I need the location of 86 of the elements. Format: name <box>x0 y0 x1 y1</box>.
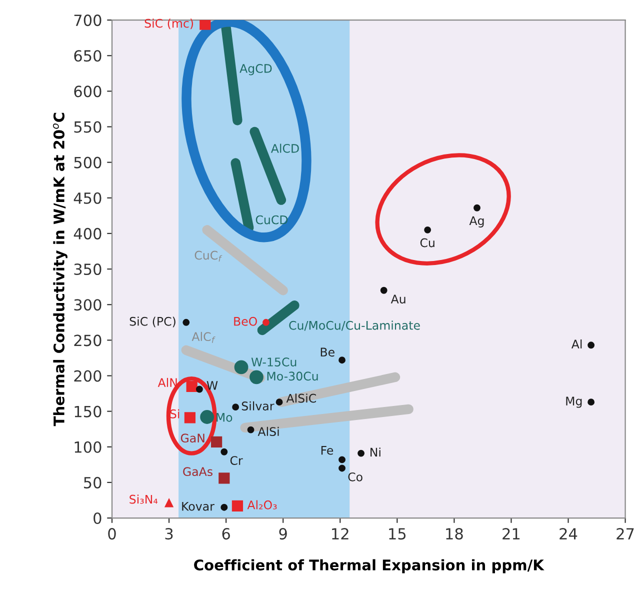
point <box>200 20 211 30</box>
point <box>232 404 240 411</box>
point <box>247 426 254 434</box>
point <box>358 450 365 457</box>
series-label: Mo <box>216 413 232 422</box>
y-tick-label: 500 <box>74 156 102 168</box>
point <box>182 318 190 326</box>
series-label: SiC (PC) <box>130 316 176 328</box>
series-label: Si <box>170 409 180 418</box>
series-label: AlC$_{f}$ <box>192 332 216 343</box>
series-label: W-15Cu <box>251 358 296 366</box>
series-label: CuC$_{f}$ <box>194 250 222 262</box>
point <box>220 448 228 456</box>
y-tick-label: 350 <box>74 264 102 276</box>
x-tick-label: 12 <box>332 528 348 540</box>
y-tick-label: 450 <box>74 192 102 204</box>
x-tick-label: 9 <box>279 528 287 540</box>
series-label: Cu <box>420 238 434 248</box>
series-label: Al₂O₃ <box>247 500 277 510</box>
series-label: CuCD <box>256 215 288 224</box>
x-tick-label: 0 <box>108 528 116 540</box>
series-label: Co <box>348 472 362 482</box>
series-label: Silvar <box>242 401 274 410</box>
point <box>424 226 432 234</box>
point <box>338 464 346 472</box>
series-label: Mo-30Cu <box>267 372 318 381</box>
y-tick-label: 150 <box>74 406 102 418</box>
point <box>338 356 346 364</box>
series-label: Ag <box>469 216 484 228</box>
point <box>276 398 283 406</box>
series-label: Cu/MoCu/Cu-Laminate <box>289 320 420 331</box>
point <box>211 436 222 448</box>
y-tick-label: 250 <box>74 334 102 346</box>
point <box>196 386 203 393</box>
point <box>234 360 248 374</box>
x-tick-label: 24 <box>560 528 578 540</box>
point <box>380 286 388 294</box>
point <box>220 504 228 511</box>
series-label: BeO <box>234 316 257 326</box>
series-label: Au <box>390 294 406 304</box>
point <box>588 398 595 406</box>
x-tick-label: 6 <box>222 528 230 540</box>
y-axis-title: Thermal Conductivity in W/mK at 20$^{o}$C <box>52 112 68 426</box>
y-tick-label: 0 <box>94 512 102 524</box>
y-tick-label: 400 <box>74 228 102 240</box>
point <box>184 412 196 424</box>
x-tick-label: 18 <box>446 528 463 540</box>
point <box>200 410 214 424</box>
series-label: AlCD <box>270 144 299 153</box>
y-tick-label: 550 <box>74 121 102 133</box>
series-label: Cr <box>230 456 243 466</box>
series-label: Kovar <box>182 502 214 511</box>
series-label: AlSi <box>258 426 279 436</box>
series-label: Be <box>320 348 334 357</box>
y-tick-label: 50 <box>84 476 102 488</box>
y-tick-label: 700 <box>74 14 102 26</box>
series-label: AgCD <box>240 64 272 76</box>
series-label: Mg <box>566 396 582 408</box>
point <box>218 472 230 484</box>
series-label: SiC (mc) <box>144 18 194 30</box>
point <box>232 500 244 512</box>
x-tick-label: 27 <box>616 528 634 540</box>
y-tick-label: 650 <box>74 50 102 62</box>
point <box>186 380 198 392</box>
series-label: GaN <box>180 434 204 443</box>
point <box>262 318 270 326</box>
x-tick-label: 15 <box>389 528 406 540</box>
y-tick-label: 300 <box>74 299 102 311</box>
series-label: GaAs <box>183 467 212 476</box>
series-label: Ni <box>370 448 380 457</box>
y-tick-label: 200 <box>74 370 102 382</box>
point <box>338 456 346 464</box>
x-axis-title: Coefficient of Thermal Expansion in ppm/K <box>194 559 544 574</box>
point <box>250 370 264 384</box>
x-tick-label: 3 <box>165 528 173 540</box>
series-label: AlSiC <box>286 394 316 403</box>
y-tick-label: 600 <box>74 86 102 98</box>
x-tick-label: 21 <box>502 528 520 540</box>
series-label: Fe <box>321 446 334 455</box>
point <box>474 204 480 212</box>
series-label: Si₃N₄ <box>130 494 158 504</box>
y-tick-label: 100 <box>74 441 102 453</box>
series-label: Al <box>571 339 582 348</box>
series-label: W <box>206 381 218 390</box>
point <box>588 342 595 349</box>
point <box>164 498 174 508</box>
